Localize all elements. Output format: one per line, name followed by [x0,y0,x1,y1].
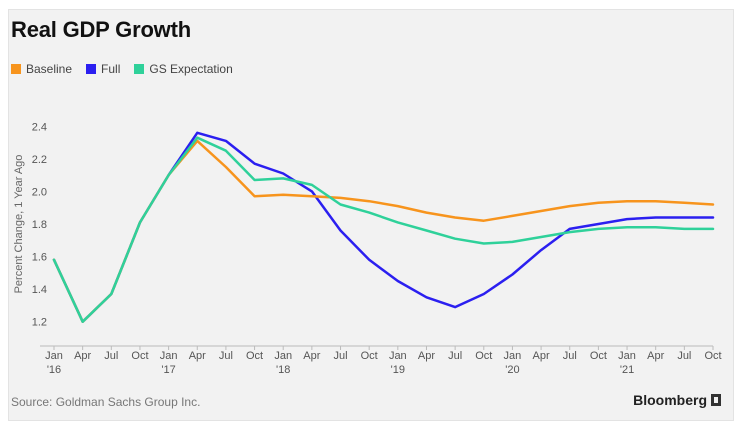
x-tick-label: Jul [104,350,118,362]
x-tick-label: Jan [389,350,407,362]
x-tick-label: Apr [533,350,550,362]
x-tick-label: Oct [704,350,721,362]
x-tick-label: Apr [647,350,664,362]
x-tick-label: Oct [361,350,378,362]
x-tick-label: Jan [504,350,522,362]
x-tick-year-label: '19 [391,364,405,376]
y-tick-label: 1.2 [32,317,47,329]
legend-label-gs-expectation: GS Expectation [149,62,233,76]
brand-logo: Bloomberg [633,392,721,408]
legend-item-full: Full [86,62,120,76]
y-axis-label: Percent Change, 1 Year Ago [13,155,25,294]
legend-item-gs-expectation: GS Expectation [134,62,233,76]
x-tick-year-label: '16 [47,364,61,376]
legend-label-full: Full [101,62,121,76]
y-tick-label: 2.0 [32,186,47,198]
x-tick-label: Oct [590,350,607,362]
y-tick-label: 2.4 [32,121,47,133]
y-tick-label: 1.4 [32,284,47,296]
legend-swatch-gs-expectation [134,64,145,74]
legend-label-baseline: Baseline [26,62,73,76]
series-lines [52,131,715,323]
x-tick-label: Oct [475,350,492,362]
x-tick-label: Oct [131,350,148,362]
x-tick-year-label: '17 [161,364,175,376]
series-line-gs-expectation [52,136,715,323]
x-tick-label: Jan [618,350,636,362]
axes: 1.2 1.4 1.6 1.8 2.0 2.2 2.4 Percent Change, 1 Y… [13,121,722,376]
x-tick-label: Apr [418,350,435,362]
x-tick-year-label: '21 [620,364,634,376]
legend-item-baseline: Baseline [11,62,72,76]
y-tick-label: 1.8 [32,219,47,231]
y-tick-label: 1.6 [32,252,47,264]
x-tick-label: Jul [677,350,691,362]
x-tick-label: Jul [333,350,347,362]
source-note: Source: Goldman Sachs Group Inc. [11,395,201,409]
chart-panel [8,9,734,421]
x-tick-label: Apr [189,350,206,362]
x-tick-label: Apr [74,350,91,362]
x-tick-label: Jan [45,350,63,362]
legend: Baseline Full GS Expectation [11,62,247,76]
chart-title: Real GDP Growth [11,17,191,42]
x-tick-label: Oct [246,350,263,362]
y-tick-label: 2.2 [32,154,47,166]
brand-mark-icon [711,394,721,406]
legend-swatch-full [86,64,97,74]
legend-swatch-baseline [11,64,21,74]
x-tick-label: Jul [219,350,233,362]
x-tick-label: Apr [303,350,320,362]
x-tick-label: Jan [160,350,178,362]
x-tick-year-label: '18 [276,364,290,376]
x-tick-label: Jan [274,350,292,362]
x-tick-label: Jul [563,350,577,362]
x-tick-year-label: '20 [505,364,519,376]
series-line-baseline [52,139,715,323]
brand-name: Bloomberg [633,392,707,408]
x-tick-label: Jul [448,350,462,362]
